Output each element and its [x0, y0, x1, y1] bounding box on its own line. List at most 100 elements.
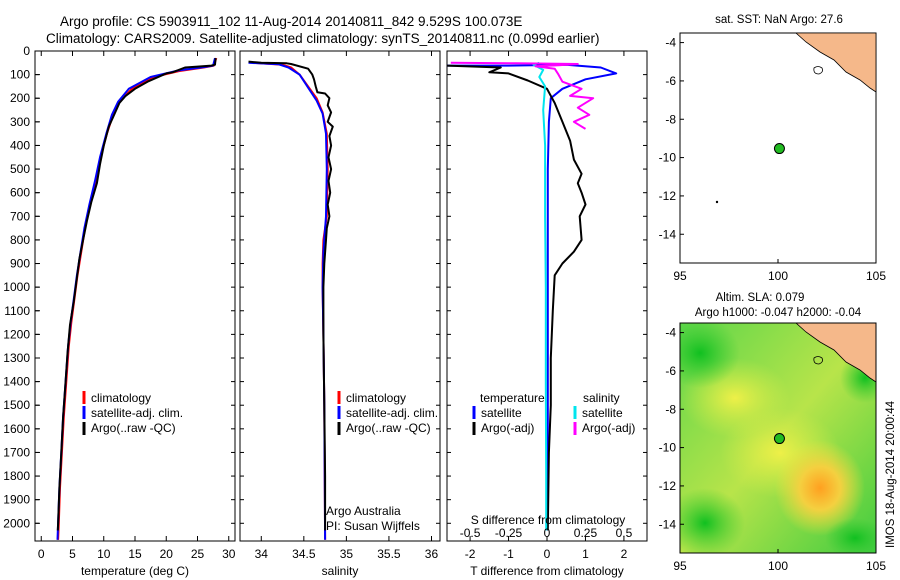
y-tick-label: 700	[10, 209, 30, 223]
y-tick-label: 1200	[3, 327, 30, 341]
map-y-tick-label: -4	[665, 326, 676, 340]
temperature-panel: 0 5 10 15 20 25 30 0 100 200 300 400 500 600 700 800 90…	[3, 44, 235, 578]
argo-float-marker	[773, 433, 785, 445]
map-x-tick-label: 105	[866, 559, 886, 573]
salinity-difference-tick-labels: -0.5 -0.25 0 0.25 0.5	[460, 526, 633, 540]
x-tick-label: 10	[97, 547, 111, 561]
difference-legend-temperature: temperature satellite Argo(-adj)	[472, 391, 545, 435]
argo-float-marker	[773, 143, 785, 155]
salinity-difference-tick-label: 0	[544, 526, 551, 540]
legend-label-temp-satellite: satellite	[481, 406, 522, 420]
temperature-x-axis-label: temperature (deg C)	[81, 564, 189, 578]
sst-map-title: sat. SST: NaN Argo: 27.6	[715, 14, 843, 26]
y-tick-label: 1900	[3, 493, 30, 507]
difference-panel: -2 -1 0 1 2 -0.5 -0.25 0 0.25 0.5 S difference f…	[446, 50, 648, 578]
sla-map-x-ticks: 95 100 105	[673, 549, 886, 573]
sst-map-x-ticks: 95 100 105	[673, 259, 886, 283]
x-tick-label: 36	[425, 547, 439, 561]
x-tick-label: -2	[465, 547, 476, 561]
sla-map-title-line1: Altim. SLA: 0.079	[716, 292, 805, 304]
temperature-series-group	[56, 57, 218, 540]
small-island	[715, 200, 719, 204]
legend-label-climatology: climatology	[346, 391, 406, 405]
difference-series-group	[446, 61, 618, 531]
y-tick-label: 1600	[3, 422, 30, 436]
x-tick-label: 30	[222, 547, 236, 561]
salinity-series-group	[248, 60, 334, 540]
x-tick-label: 25	[191, 547, 205, 561]
y-tick-label: 1500	[3, 398, 30, 412]
y-tick-label: 500	[10, 162, 30, 176]
salinity-difference-tick-label: 0.5	[616, 526, 633, 540]
sla-heatmap	[680, 323, 876, 553]
y-tick-label: 100	[10, 68, 30, 82]
map-y-tick-label: -8	[665, 402, 676, 416]
temperature-legend: climatology satellite-adj. clim. Argo(..…	[82, 391, 183, 435]
x-tick-label: 5	[69, 547, 76, 561]
map-y-tick-label: -10	[659, 151, 677, 165]
y-tick-label: 900	[10, 257, 30, 271]
x-tick-label: 34	[255, 547, 269, 561]
y-tick-label: 1800	[3, 469, 30, 483]
credit-line1: Argo Australia	[326, 504, 401, 518]
temperature-plot-frame	[34, 50, 236, 542]
map-y-tick-label: -14	[659, 227, 677, 241]
credit-line2: PI: Susan Wijffels	[326, 519, 420, 533]
sla-map-title-line2: Argo h1000: -0.047 h2000: -0.04	[695, 307, 862, 319]
salinity-difference-axis-label: S difference from climatology	[471, 513, 626, 527]
figure-title-line1: Argo profile: CS 5903911_102 11-Aug-2014…	[60, 14, 522, 29]
x-tick-label: 0	[38, 547, 45, 561]
map-y-tick-label: -6	[665, 364, 676, 378]
series-line-argo-raw-qc-	[56, 58, 217, 531]
y-tick-label: 1100	[4, 304, 30, 318]
temperature-difference-axis-label: T difference from climatology	[470, 564, 624, 578]
difference-x-ticks: -2 -1 0 1 2	[447, 50, 647, 561]
y-tick-label: 1400	[3, 375, 30, 389]
sla-map-panel: Altim. SLA: 0.079 Argo h1000: -0.047 h20…	[659, 292, 887, 573]
y-tick-label: 400	[10, 138, 30, 152]
map-y-tick-label: -14	[659, 517, 677, 531]
x-tick-label: 0	[544, 547, 551, 561]
figure-title-line2: Climatology: CARS2009. Satellite-adjuste…	[46, 31, 600, 46]
salinity-panel: 34 34.5 35 35.5 36 salinity climatology sate…	[239, 50, 441, 578]
island-outline	[813, 356, 823, 365]
map-y-tick-label: -12	[659, 479, 677, 493]
salinity-difference-tick-label: -0.25	[495, 526, 523, 540]
land-mass	[795, 323, 876, 383]
imos-timestamp: IMOS 18-Aug-2014 20:00:44	[885, 400, 897, 548]
map-y-tick-label: -8	[665, 112, 676, 126]
legend-label-sal-argo: Argo(-adj)	[582, 421, 635, 435]
x-tick-label: 2	[621, 547, 628, 561]
map-x-tick-label: 95	[673, 269, 687, 283]
x-tick-label: 15	[128, 547, 142, 561]
series-line-argo-raw-qc-	[248, 60, 334, 531]
x-tick-label: 35	[340, 547, 354, 561]
salinity-legend: climatology satellite-adj. clim. Argo(..…	[337, 391, 438, 435]
x-tick-label: 20	[160, 547, 174, 561]
legend-label-climatology: climatology	[91, 391, 151, 405]
sst-map-y-ticks: -4 -6 -8 -10 -12 -14	[659, 36, 684, 241]
difference-legend-salinity: salinity satellite Argo(-adj)	[573, 391, 635, 435]
land-mass	[794, 32, 877, 93]
map-y-tick-label: -12	[659, 189, 677, 203]
map-x-tick-label: 100	[768, 559, 788, 573]
x-tick-label: 35.5	[377, 547, 401, 561]
legend-label-temp-argo: Argo(-adj)	[481, 421, 534, 435]
y-tick-label: 1000	[3, 280, 30, 294]
map-y-tick-label: -6	[665, 74, 676, 88]
legend-heading-temperature: temperature	[480, 391, 545, 405]
legend-label-sal-satellite: satellite	[582, 406, 623, 420]
y-tick-label: 800	[10, 233, 30, 247]
y-tick-label: 300	[10, 115, 30, 129]
salinity-x-ticks: 34 34.5 35 35.5 36	[240, 50, 440, 561]
y-tick-label: 1700	[3, 445, 30, 459]
y-tick-label: 2000	[3, 516, 30, 530]
island-outline	[813, 66, 823, 75]
sla-map-y-ticks: -4 -6 -8 -10 -12 -14	[659, 326, 684, 531]
legend-label-satellite: satellite-adj. clim.	[91, 406, 183, 420]
y-tick-label: 1300	[3, 351, 30, 365]
temperature-x-ticks: 0 5 10 15 20 25 30	[35, 50, 236, 561]
map-x-tick-label: 105	[866, 269, 886, 283]
series-line-salinity-satellite	[532, 61, 548, 531]
y-tick-label: 0	[23, 44, 30, 58]
